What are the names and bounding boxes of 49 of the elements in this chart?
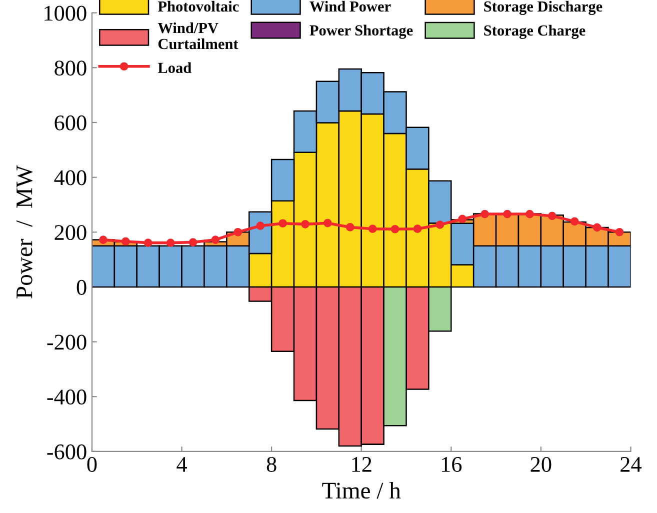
x-tick-label: 8 <box>266 456 276 472</box>
point <box>166 238 175 247</box>
point <box>301 220 310 228</box>
legend-label: Storage Charge <box>484 24 586 39</box>
point <box>413 224 422 234</box>
x-tick-label: 0 <box>87 456 97 472</box>
legend-label: Wind/PV Curtailment <box>158 22 238 50</box>
point <box>390 224 400 234</box>
point <box>526 210 534 218</box>
x-tick-label: 20 <box>530 456 552 472</box>
y-tick-label: 1000 <box>44 6 86 21</box>
y-tick-label: -200 <box>47 334 86 350</box>
point <box>548 212 556 220</box>
y-tick-label: 0 <box>76 280 86 295</box>
legend-label: Wind Power <box>310 0 391 12</box>
point <box>324 218 332 228</box>
x-tick-label: 12 <box>352 457 372 472</box>
point <box>99 236 108 244</box>
x-tick-label: 4 <box>176 457 187 472</box>
point <box>346 223 354 232</box>
y-tick-label: -600 <box>47 444 86 460</box>
y-tick-label: -400 <box>47 390 86 405</box>
point <box>234 228 242 236</box>
y-tick-label: 600 <box>54 115 86 130</box>
y-tick-label: 400 <box>54 170 86 186</box>
point <box>188 238 198 246</box>
point <box>615 228 624 236</box>
point <box>211 236 220 244</box>
legend-label: Power Shortage <box>310 24 413 39</box>
point <box>144 238 152 247</box>
point <box>592 223 602 232</box>
point <box>570 217 579 226</box>
y-tick-label: 200 <box>54 225 86 240</box>
legend-label: Storage Discharge <box>484 0 602 15</box>
legend-label: Photovoltaic <box>158 0 239 12</box>
x-tick-label: 16 <box>442 457 462 472</box>
point <box>278 219 287 228</box>
point <box>368 224 377 234</box>
y-axis-title: Power / MW <box>16 165 32 298</box>
point <box>458 214 467 224</box>
point <box>480 210 489 218</box>
y-tick-label: 800 <box>54 60 86 76</box>
point <box>436 220 444 229</box>
point <box>121 237 130 246</box>
point <box>256 222 265 230</box>
legend-label: Load <box>158 62 192 74</box>
x-axis-title: Time / h <box>322 482 401 499</box>
point <box>503 210 512 218</box>
x-tick-label: 24 <box>620 457 642 472</box>
